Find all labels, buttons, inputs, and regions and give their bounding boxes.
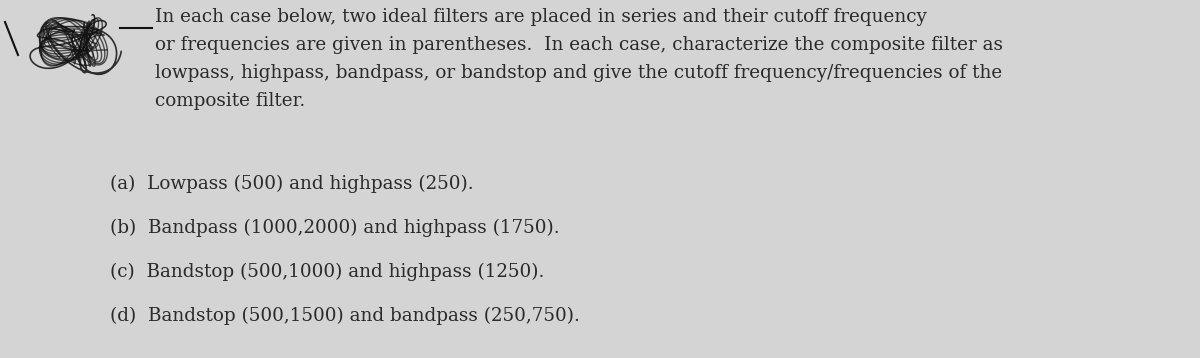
Text: lowpass, highpass, bandpass, or bandstop and give the cutoff frequency/frequenci: lowpass, highpass, bandpass, or bandstop… (155, 64, 1002, 82)
Text: composite filter.: composite filter. (155, 92, 305, 110)
Text: (b)  Bandpass (1000,2000) and highpass (1750).: (b) Bandpass (1000,2000) and highpass (1… (110, 219, 559, 237)
Text: In each case below, two ideal filters are placed in series and their cutoff freq: In each case below, two ideal filters ar… (155, 8, 926, 26)
Text: or frequencies are given in parentheses.  In each case, characterize the composi: or frequencies are given in parentheses.… (155, 36, 1003, 54)
Text: (a)  Lowpass (500) and highpass (250).: (a) Lowpass (500) and highpass (250). (110, 175, 474, 193)
Text: (d)  Bandstop (500,1500) and bandpass (250,750).: (d) Bandstop (500,1500) and bandpass (25… (110, 307, 580, 325)
Text: (c)  Bandstop (500,1000) and highpass (1250).: (c) Bandstop (500,1000) and highpass (12… (110, 263, 545, 281)
